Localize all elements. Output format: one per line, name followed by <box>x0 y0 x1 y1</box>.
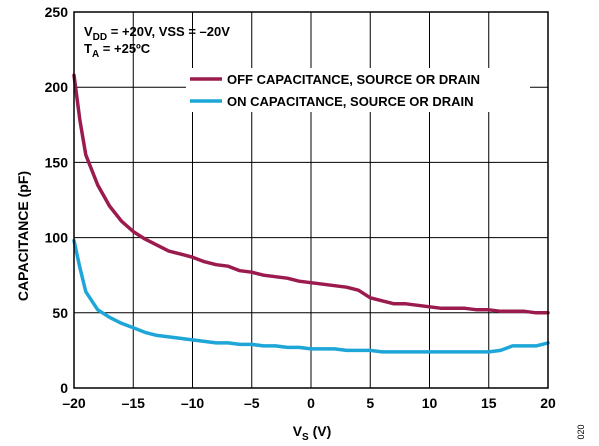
x-tick-label-2: –10 <box>181 395 205 411</box>
condition-supply: VDD = +20V, VSS = –20V <box>84 24 230 43</box>
x-tick-label-5: 5 <box>366 395 374 411</box>
condition-supply-sub: DD <box>93 32 107 43</box>
condition-temperature-sub: A <box>92 49 99 60</box>
x-tick-label-6: 10 <box>422 395 438 411</box>
x-tick-label-3: –5 <box>244 395 260 411</box>
x-axis-title-unit: (V) <box>309 423 332 439</box>
series-layer <box>72 73 550 354</box>
legend-background <box>186 68 530 112</box>
figure-id: 020 <box>576 424 586 439</box>
plot-frame <box>73 11 549 389</box>
x-tick-label-0: –20 <box>62 395 86 411</box>
y-tick-label-1: 50 <box>52 305 68 321</box>
condition-supply-rest: = +20V, VSS = –20V <box>107 24 230 39</box>
y-tick-label-4: 200 <box>45 79 69 95</box>
condition-temperature-prefix: T <box>84 41 92 56</box>
x-tick-label-7: 15 <box>481 395 497 411</box>
legend-label-on-capacitance: ON CAPACITANCE, SOURCE OR DRAIN <box>227 94 474 109</box>
y-axis-title: CAPACITANCE (pF) <box>15 171 31 301</box>
y-tick-label-2: 100 <box>45 230 69 246</box>
x-axis-title-main: V <box>293 423 303 439</box>
series-line-off-capacitance <box>72 73 550 315</box>
y-tick-label-0: 0 <box>60 380 68 396</box>
legend-label-off-capacitance: OFF CAPACITANCE, SOURCE OR DRAIN <box>227 72 480 87</box>
x-tick-labels: –20 –15 –10 –5 0 5 10 15 20 <box>62 395 556 411</box>
y-tick-label-3: 150 <box>45 154 69 170</box>
x-tick-label-4: 0 <box>307 395 315 411</box>
legend: OFF CAPACITANCE, SOURCE OR DRAIN ON CAPA… <box>186 68 530 112</box>
condition-temperature-rest: = +25ºC <box>99 41 151 56</box>
series-line-on-capacitance <box>72 238 550 354</box>
y-tick-labels: 0 50 100 150 200 250 <box>45 4 69 396</box>
x-axis-title-sub: S <box>302 432 309 443</box>
condition-temperature: TA = +25ºC <box>84 41 151 60</box>
condition-supply-prefix: V <box>84 24 93 39</box>
x-tick-label-8: 20 <box>540 395 556 411</box>
x-axis-title: VS (V) <box>293 423 332 443</box>
x-tick-label-1: –15 <box>122 395 146 411</box>
y-tick-label-5: 250 <box>45 4 69 20</box>
